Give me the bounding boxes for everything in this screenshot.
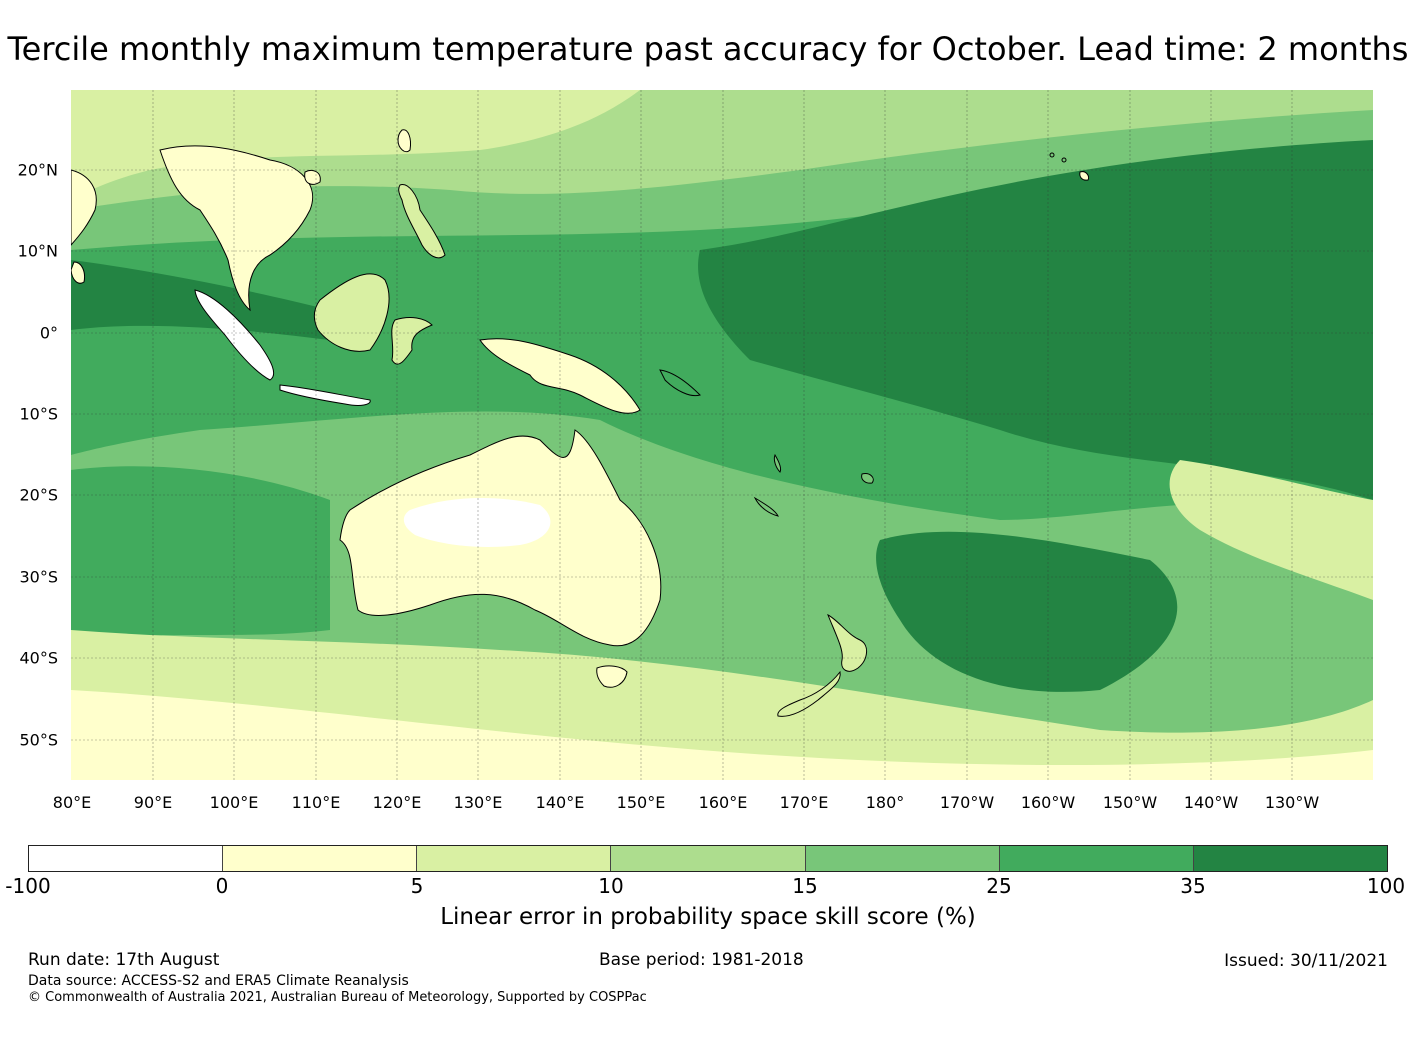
hawaii-islet [1061, 157, 1067, 163]
lon-label: 130°E [453, 793, 503, 812]
skill-zone-very-high-se [876, 531, 1178, 692]
lon-label: 130°W [1264, 793, 1320, 812]
borneo [313, 273, 390, 352]
lat-label: 10°S [19, 404, 58, 424]
run-date: Run date: 17th August [28, 950, 220, 970]
solomon-islands [659, 369, 701, 397]
hawaii [1079, 171, 1089, 181]
skill-zone-high-west [71, 466, 330, 640]
graticule [71, 90, 1373, 780]
lon-label: 110°E [291, 793, 341, 812]
india-coast [71, 169, 97, 246]
lat-label: 10°N [17, 241, 58, 261]
lat-label: 50°S [19, 730, 58, 750]
sri-lanka [71, 261, 85, 284]
issued-date: Issued: 30/11/2021 [1224, 951, 1388, 971]
colorbar-segment [29, 846, 224, 871]
colorbar-segment [223, 846, 418, 871]
new-caledonia [753, 496, 779, 517]
australia-interior-white [403, 498, 551, 547]
lon-label: 170°W [939, 793, 995, 812]
lon-label: 100°E [209, 793, 259, 812]
colorbar-label: Linear error in probability space skill … [440, 904, 976, 930]
fiji [861, 473, 874, 484]
colorbar-segment [417, 846, 612, 871]
colorbar-tick-label: 35 [1180, 874, 1206, 898]
lat-label: 30°S [19, 567, 58, 587]
lon-label: 160°W [1020, 793, 1076, 812]
lon-label: 120°E [372, 793, 422, 812]
lon-label: 140°W [1183, 793, 1239, 812]
colorbar [28, 845, 1388, 872]
colorbar-tick-label: 25 [986, 874, 1012, 898]
new-zealand-south-island [777, 670, 841, 717]
colorbar-tick-label: 0 [215, 874, 229, 898]
colorbar-tick-label: 100 [1366, 874, 1406, 898]
lat-label: 20°S [19, 485, 58, 505]
hainan [304, 169, 321, 185]
copyright: © Commonwealth of Australia 2021, Austra… [28, 990, 647, 1005]
tasmania [596, 665, 628, 688]
skill-zone-lowest-southern-ocean [71, 690, 1373, 780]
colorbar-segment [1193, 846, 1387, 871]
lon-label: 160°E [698, 793, 748, 812]
lon-label: 90°E [133, 793, 173, 812]
skill-zone-very-high [698, 140, 1373, 500]
colorbar-tick-label: 15 [792, 874, 818, 898]
colorbar-tick-label: 10 [598, 874, 624, 898]
lon-label: 140°E [535, 793, 585, 812]
base-period: Base period: 1981-2018 [599, 950, 804, 970]
sulawesi [391, 317, 433, 365]
page-title: Tercile monthly maximum temperature past… [7, 30, 1409, 68]
philippines [398, 184, 446, 259]
skill-zone-lower-north [71, 90, 640, 200]
indochina [159, 145, 314, 312]
lon-label: 180° [865, 793, 905, 812]
lon-label: 150°W [1102, 793, 1158, 812]
lat-label: 20°N [17, 160, 58, 180]
hawaii-islet [1049, 152, 1055, 158]
lon-label: 80°E [52, 793, 92, 812]
vanuatu [773, 453, 781, 473]
taiwan [397, 129, 411, 153]
colorbar-tick-label: 5 [410, 874, 424, 898]
lat-label: 0° [39, 323, 58, 343]
lon-label: 150°E [616, 793, 666, 812]
colorbar-segment [611, 846, 806, 871]
lon-label: 170°E [779, 793, 829, 812]
lat-label: 40°S [19, 648, 58, 668]
skill-score-map [71, 90, 1373, 780]
colorbar-segment [805, 846, 1000, 871]
java [279, 384, 371, 406]
new-zealand-north-island [827, 613, 867, 672]
colorbar-tick-label: -100 [5, 874, 51, 898]
colorbar-segment [999, 846, 1194, 871]
data-source: Data source: ACCESS-S2 and ERA5 Climate … [28, 973, 409, 989]
